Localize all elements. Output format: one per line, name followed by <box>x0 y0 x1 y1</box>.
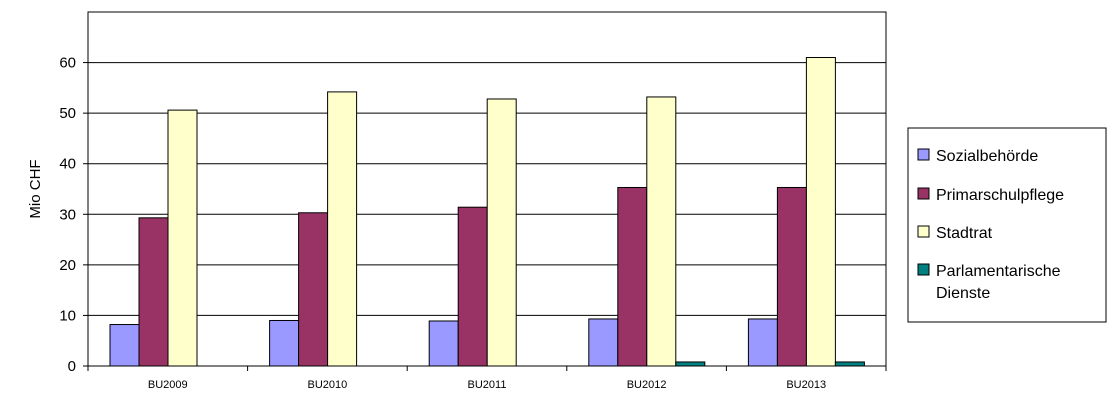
y-tick-label: 50 <box>59 105 76 122</box>
x-tick-label: BU2009 <box>148 379 188 391</box>
legend-label: Primarschulpflege <box>936 187 1064 204</box>
y-tick-label: 20 <box>59 257 76 274</box>
y-tick-label: 0 <box>68 358 76 375</box>
y-tick-label: 60 <box>59 55 76 72</box>
bar-sozialbeh-rde-bu2010 <box>269 319 300 367</box>
y-tick-label: 10 <box>59 307 76 324</box>
bar-sozialbeh-rde-bu2009 <box>109 324 140 367</box>
x-tick-label: BU2012 <box>627 379 667 391</box>
bar-primarschulpflege-bu2013 <box>776 186 807 367</box>
bar-sozialbeh-rde-bu2013 <box>747 318 778 367</box>
legend-swatch <box>917 225 930 238</box>
bar-stadtrat-bu2011 <box>486 98 517 367</box>
legend: Sozialbehörde Primarschulpflege Stadtrat Pa… <box>907 127 1107 323</box>
legend-label: Stadtrat <box>936 225 993 242</box>
x-tick-label: BU2013 <box>786 379 826 391</box>
bars <box>109 57 865 367</box>
legend-swatch <box>917 187 930 200</box>
bar-primarschulpflege-bu2009 <box>138 217 169 367</box>
bar-sozialbeh-rde-bu2012 <box>588 318 619 367</box>
axes <box>83 62 887 371</box>
legend-label: Parlamentarische <box>936 263 1061 280</box>
bar-sozialbeh-rde-bu2011 <box>428 320 459 367</box>
y-axis-title: Mio CHF <box>27 159 44 218</box>
legend-swatch <box>917 263 930 276</box>
bar-stadtrat-bu2009 <box>167 109 198 367</box>
bar-parlamentarische-dienste-bu2013 <box>834 361 865 367</box>
x-tick-label: BU2011 <box>468 379 507 391</box>
legend-label: Dienste <box>936 285 990 302</box>
legend-swatch <box>917 148 930 161</box>
legend-label: Sozialbehörde <box>936 148 1038 165</box>
y-tick-label: 30 <box>59 206 76 223</box>
bar-stadtrat-bu2010 <box>327 91 358 367</box>
y-tick-label: 40 <box>59 156 76 173</box>
plot-area-frame <box>87 11 887 367</box>
legend-box <box>907 127 1107 323</box>
y-tick-labels: 0 10 20 30 40 50 60 <box>59 55 76 375</box>
bar-primarschulpflege-bu2011 <box>457 206 488 367</box>
x-tick-label: BU2010 <box>308 379 348 391</box>
bar-stadtrat-bu2013 <box>805 57 836 367</box>
bar-parlamentarische-dienste-bu2012 <box>675 361 706 367</box>
bar-primarschulpflege-bu2010 <box>298 212 329 367</box>
x-tick-labels: BU2009 BU2010 BU2011 BU2012 BU2013 <box>148 379 826 391</box>
bar-primarschulpflege-bu2012 <box>617 186 648 367</box>
bar-stadtrat-bu2012 <box>646 96 677 367</box>
